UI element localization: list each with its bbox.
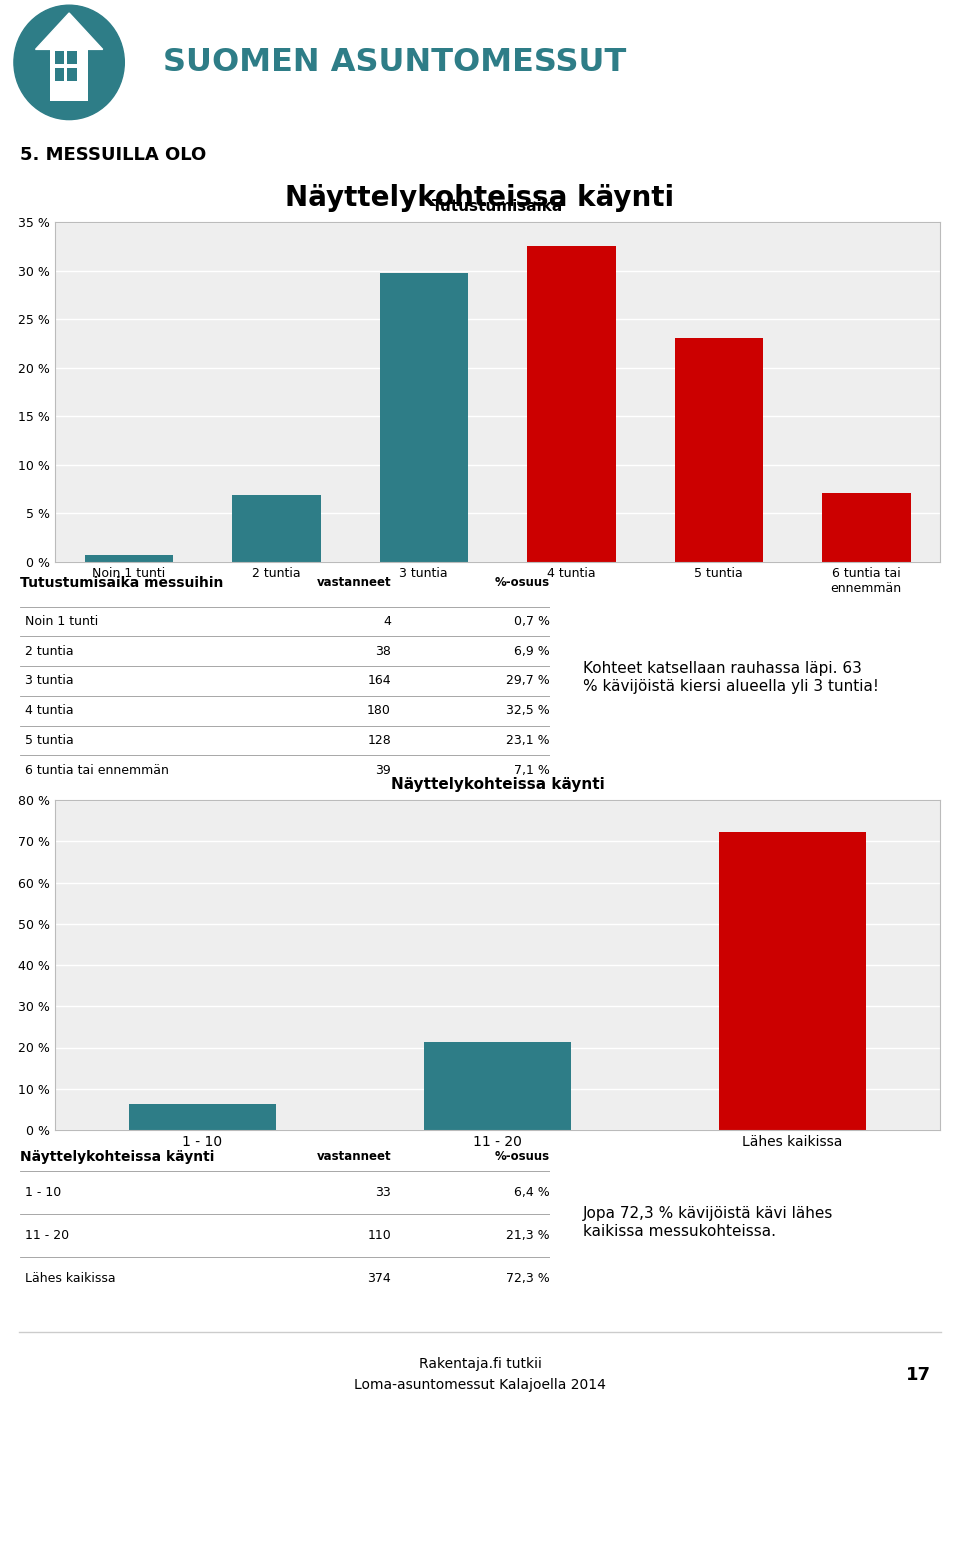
Text: 72,3 %: 72,3 % bbox=[506, 1272, 550, 1286]
Bar bbox=[379, 274, 468, 562]
Text: 29,7 %: 29,7 % bbox=[506, 674, 550, 688]
Text: 1 - 10: 1 - 10 bbox=[25, 1187, 61, 1199]
Text: 110: 110 bbox=[368, 1230, 391, 1242]
Bar bbox=[232, 496, 321, 562]
Text: 11 - 20: 11 - 20 bbox=[25, 1230, 69, 1242]
Ellipse shape bbox=[13, 5, 125, 119]
Title: Näyttelykohteissa käynti: Näyttelykohteissa käynti bbox=[391, 778, 605, 792]
Text: 38: 38 bbox=[375, 644, 391, 658]
Bar bbox=[675, 338, 763, 562]
Text: 32,5 %: 32,5 % bbox=[506, 705, 550, 717]
Text: Näyttelykohteissa käynti: Näyttelykohteissa käynti bbox=[20, 1149, 214, 1163]
Text: 6 tuntia tai ennemmän: 6 tuntia tai ennemmän bbox=[25, 764, 169, 776]
Text: Noin 1 tunti: Noin 1 tunti bbox=[25, 615, 99, 627]
Text: Kohteet katsellaan rauhassa läpi. 63
% kävijöistä kiersi alueella yli 3 tuntia!: Kohteet katsellaan rauhassa läpi. 63 % k… bbox=[583, 661, 878, 694]
Text: Jopa 72,3 % kävijöistä kävi lähes
kaikissa messukohteissa.: Jopa 72,3 % kävijöistä kävi lähes kaikis… bbox=[583, 1207, 833, 1239]
Text: vastanneet: vastanneet bbox=[317, 576, 391, 590]
Text: 4: 4 bbox=[383, 615, 391, 627]
FancyBboxPatch shape bbox=[50, 50, 88, 101]
Text: 5 tuntia: 5 tuntia bbox=[25, 734, 74, 747]
Text: SUOMEN ASUNTOMESSUT: SUOMEN ASUNTOMESSUT bbox=[163, 46, 627, 77]
FancyBboxPatch shape bbox=[67, 51, 77, 64]
Text: 39: 39 bbox=[375, 764, 391, 776]
Text: 180: 180 bbox=[367, 705, 391, 717]
Text: Rakentaja.fi tutkii
Loma-asuntomessut Kalajoella 2014: Rakentaja.fi tutkii Loma-asuntomessut Ka… bbox=[354, 1357, 606, 1393]
Text: 6,9 %: 6,9 % bbox=[515, 644, 550, 658]
Text: 17: 17 bbox=[906, 1366, 931, 1383]
Text: 5. MESSUILLA OLO: 5. MESSUILLA OLO bbox=[20, 147, 206, 164]
Text: 23,1 %: 23,1 % bbox=[506, 734, 550, 747]
Text: 374: 374 bbox=[368, 1272, 391, 1286]
Text: 7,1 %: 7,1 % bbox=[515, 764, 550, 776]
Text: 2 tuntia: 2 tuntia bbox=[25, 644, 74, 658]
Text: vastanneet: vastanneet bbox=[317, 1149, 391, 1163]
Text: 128: 128 bbox=[368, 734, 391, 747]
Text: Lähes kaikissa: Lähes kaikissa bbox=[25, 1272, 116, 1286]
FancyBboxPatch shape bbox=[55, 51, 64, 64]
Bar bbox=[129, 1103, 276, 1131]
Text: Näyttelykohteissa käynti: Näyttelykohteissa käynti bbox=[285, 184, 675, 212]
Bar bbox=[719, 832, 866, 1131]
Bar bbox=[84, 555, 173, 562]
Text: %-osuus: %-osuus bbox=[494, 576, 550, 590]
Text: 4 tuntia: 4 tuntia bbox=[25, 705, 74, 717]
Text: %-osuus: %-osuus bbox=[494, 1149, 550, 1163]
Polygon shape bbox=[36, 12, 103, 50]
Bar bbox=[822, 493, 910, 562]
Bar bbox=[423, 1042, 571, 1131]
Text: 21,3 %: 21,3 % bbox=[506, 1230, 550, 1242]
Text: 3 tuntia: 3 tuntia bbox=[25, 674, 74, 688]
Bar bbox=[527, 246, 615, 562]
FancyBboxPatch shape bbox=[55, 68, 64, 81]
Text: Tutustumisaika messuihin: Tutustumisaika messuihin bbox=[20, 576, 224, 590]
Title: Tutustumisaika: Tutustumisaika bbox=[432, 198, 564, 214]
Text: 6,4 %: 6,4 % bbox=[515, 1187, 550, 1199]
Text: 0,7 %: 0,7 % bbox=[514, 615, 550, 627]
Text: 33: 33 bbox=[375, 1187, 391, 1199]
FancyBboxPatch shape bbox=[67, 68, 77, 81]
Text: 164: 164 bbox=[368, 674, 391, 688]
